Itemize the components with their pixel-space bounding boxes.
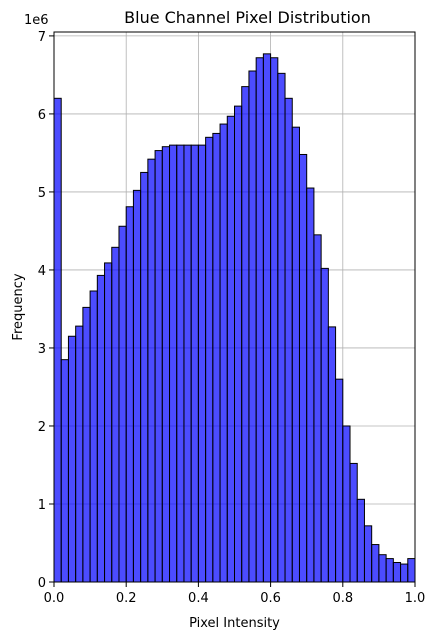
histogram-bar bbox=[356, 498, 365, 582]
plot-frame bbox=[53, 31, 416, 583]
histogram-bar bbox=[132, 189, 142, 582]
x-axis-label: Pixel Intensity bbox=[189, 616, 280, 631]
y-tick-label: 6 bbox=[38, 108, 46, 123]
histogram-bar bbox=[67, 335, 77, 582]
y-tick-label: 3 bbox=[38, 342, 46, 357]
histogram-bar bbox=[363, 525, 373, 582]
histogram-bar bbox=[169, 144, 178, 582]
histogram-bar bbox=[205, 136, 214, 582]
histogram-bar bbox=[89, 290, 98, 582]
histogram-bar bbox=[255, 57, 264, 582]
histogram-bar bbox=[270, 57, 279, 582]
x-tick-label: 0.2 bbox=[116, 591, 137, 606]
histogram-bar bbox=[147, 158, 156, 582]
histogram-bar bbox=[407, 558, 415, 582]
y-tick-label: 1 bbox=[38, 498, 46, 513]
y-tick-label: 5 bbox=[38, 186, 46, 201]
histogram-bar bbox=[349, 462, 358, 582]
histogram-bar bbox=[60, 359, 69, 582]
x-tick-label: 0.6 bbox=[260, 591, 281, 606]
x-tick-label: 0.0 bbox=[44, 591, 65, 606]
histogram-bar bbox=[161, 146, 171, 582]
histogram-bar bbox=[385, 558, 394, 582]
histogram-bar bbox=[400, 563, 409, 582]
histogram-bar bbox=[111, 246, 120, 582]
histogram-bar bbox=[118, 225, 127, 582]
x-tick-label: 1.0 bbox=[405, 591, 426, 606]
histogram-bar bbox=[212, 132, 221, 582]
x-tick-label: 0.4 bbox=[188, 591, 209, 606]
y-tick-label: 4 bbox=[38, 264, 46, 279]
y-tick-label: 0 bbox=[38, 576, 46, 591]
histogram-bar bbox=[320, 267, 329, 582]
histogram-bar bbox=[176, 144, 185, 582]
histogram-bar bbox=[154, 150, 163, 582]
histogram-bar bbox=[335, 378, 344, 582]
histogram-bar bbox=[96, 274, 106, 582]
histogram-bar bbox=[291, 126, 300, 582]
histogram-bar bbox=[75, 325, 84, 582]
histogram-bar bbox=[248, 70, 257, 582]
histogram-bar bbox=[54, 97, 62, 582]
histogram-bar bbox=[342, 425, 351, 582]
histogram-bar bbox=[262, 53, 272, 582]
histogram-bar bbox=[140, 171, 149, 582]
histogram-bar bbox=[392, 561, 402, 582]
axis-ticks: 0.0 0.2 0.4 0.6 0.8 1.0 0 1 2 3 4 5 6 7 bbox=[38, 30, 426, 606]
histogram-bar bbox=[234, 105, 243, 582]
y-axis-label: Frequency bbox=[11, 273, 26, 340]
histogram-bar bbox=[313, 234, 322, 582]
y-axis-offset-label: 1e6 bbox=[24, 13, 49, 28]
histogram-bar bbox=[104, 262, 113, 582]
histogram-bar bbox=[125, 206, 134, 582]
y-tick-label: 2 bbox=[38, 420, 46, 435]
histogram-bar bbox=[190, 144, 199, 582]
histogram-bar bbox=[298, 153, 308, 582]
chart-title: Blue Channel Pixel Distribution bbox=[124, 8, 371, 27]
histogram-bar bbox=[241, 86, 250, 582]
histogram-bar bbox=[277, 72, 286, 582]
histogram-bar bbox=[371, 544, 380, 582]
histogram-bar bbox=[306, 187, 315, 582]
histogram-bar bbox=[82, 306, 91, 582]
histogram-bar bbox=[226, 115, 235, 582]
x-tick-label: 0.8 bbox=[332, 591, 353, 606]
histogram-bars bbox=[54, 53, 415, 582]
y-tick-label: 7 bbox=[38, 30, 46, 45]
histogram-bar bbox=[219, 123, 228, 582]
histogram-bar bbox=[183, 144, 192, 582]
histogram-bar bbox=[378, 554, 387, 582]
histogram-bar bbox=[197, 144, 207, 582]
histogram-bar bbox=[327, 326, 337, 582]
histogram-bar bbox=[284, 97, 293, 582]
